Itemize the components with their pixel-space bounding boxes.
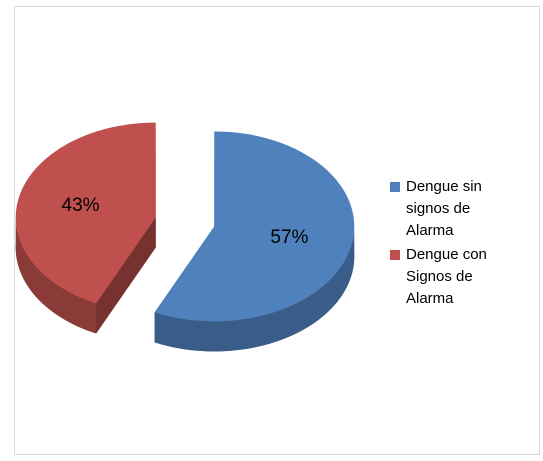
- legend-swatch: [390, 250, 400, 260]
- data-label: 57%: [270, 227, 308, 248]
- slice-outer-wall: [15, 217, 97, 334]
- slice-cut-wall: [96, 217, 156, 334]
- legend: Dengue sin signos de Alarma Dengue con Si…: [390, 176, 516, 312]
- data-label: 43%: [62, 195, 100, 216]
- legend-item: Dengue con Signos de Alarma: [390, 244, 516, 310]
- slice-outer-wall: [154, 226, 355, 352]
- pie-slice: [15, 122, 156, 304]
- legend-label: Dengue sin signos de Alarma: [406, 178, 482, 239]
- pie-slice: [154, 131, 355, 322]
- legend-label: Dengue con Signos de Alarma: [406, 246, 487, 307]
- chart-border: [14, 6, 540, 455]
- legend-swatch: [390, 182, 400, 192]
- legend-item: Dengue sin signos de Alarma: [390, 176, 516, 242]
